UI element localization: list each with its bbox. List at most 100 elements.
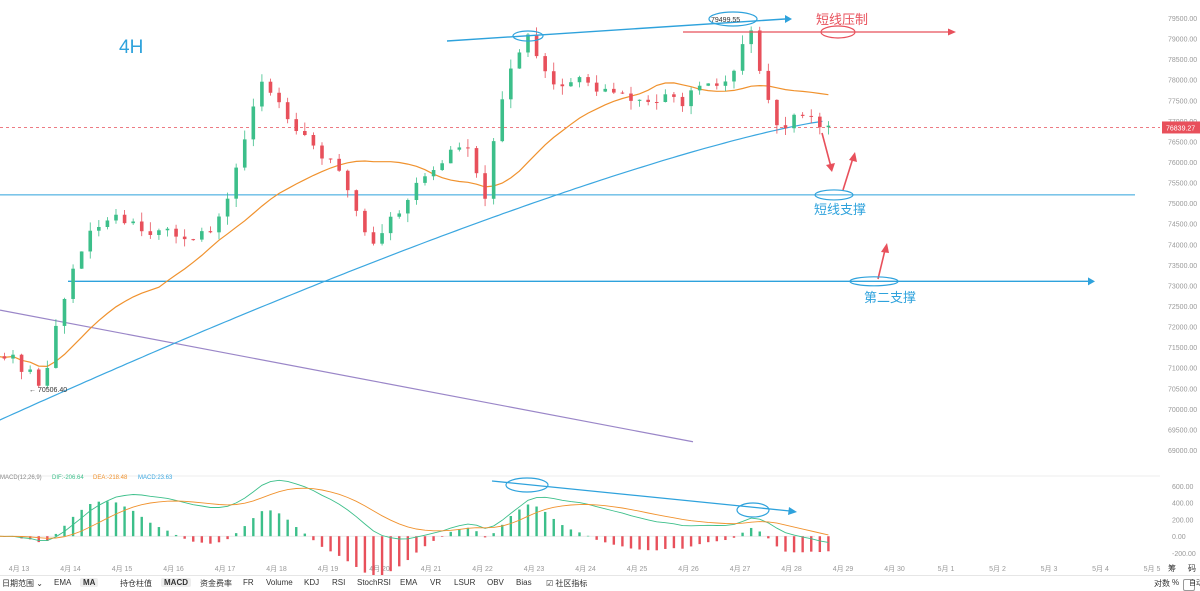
macd-y-tick-label: -200.00 bbox=[1172, 551, 1196, 558]
toolbar-item-ma[interactable]: MA bbox=[80, 578, 99, 587]
macd-hist-bar bbox=[749, 527, 753, 537]
macd-hist-bar bbox=[758, 531, 761, 537]
auto-scale-label[interactable]: 自动 bbox=[1189, 580, 1200, 587]
y-tick-label: 76500.00 bbox=[1168, 139, 1197, 146]
candle-body bbox=[749, 30, 753, 45]
candle-body bbox=[526, 34, 530, 53]
macd-hist-bar bbox=[612, 536, 616, 545]
high-trend-line bbox=[446, 18, 786, 42]
high-circle-1 bbox=[512, 30, 544, 42]
macd-hist-bar bbox=[423, 536, 427, 547]
candle-body bbox=[320, 145, 324, 159]
candle-body bbox=[612, 88, 616, 93]
x-tick-label: 4月 14 bbox=[60, 565, 81, 573]
percent-scale-toggle[interactable]: % bbox=[1172, 578, 1180, 587]
candle-body bbox=[543, 56, 547, 72]
macd-hist-bar bbox=[561, 525, 564, 537]
candle-body bbox=[131, 221, 135, 224]
y-tick-label: 74500.00 bbox=[1168, 222, 1197, 229]
y-tick-label: 79000.00 bbox=[1168, 37, 1197, 44]
candle-body bbox=[260, 81, 264, 107]
candle-body bbox=[88, 230, 93, 252]
x-tick-label: 4月 15 bbox=[112, 565, 133, 573]
x-tick-label: 4月 26 bbox=[678, 565, 699, 573]
x-tick-label: 4月 27 bbox=[730, 565, 751, 573]
y-tick-label: 75000.00 bbox=[1168, 201, 1197, 208]
macd-hist-bar bbox=[260, 511, 264, 537]
toolbar-item-volume[interactable]: Volume bbox=[266, 578, 293, 587]
toolbar-item-lsur[interactable]: LSUR bbox=[454, 578, 476, 587]
x-tick-label: 4月 28 bbox=[781, 565, 802, 573]
macd-hist-bar bbox=[37, 536, 40, 543]
support1-circle bbox=[814, 189, 854, 201]
up-arrow-1-shaft bbox=[842, 157, 854, 191]
candle-body bbox=[569, 82, 573, 87]
macd-divergence-arrowhead bbox=[788, 507, 797, 515]
candle-body bbox=[363, 210, 367, 233]
log-scale-toggle[interactable]: 对数 bbox=[1154, 579, 1170, 588]
toolbar-item-vr[interactable]: VR bbox=[430, 578, 442, 587]
macd-hist-bar bbox=[372, 536, 375, 575]
macd-hist-bar bbox=[483, 536, 487, 538]
macd-hist-bar bbox=[518, 509, 521, 537]
candle-body bbox=[54, 325, 58, 368]
candle-body bbox=[826, 125, 831, 128]
macd-hist-bar bbox=[389, 536, 392, 572]
toolbar-item-rsi[interactable]: RSI bbox=[332, 578, 346, 587]
y-tick-label: 71000.00 bbox=[1168, 366, 1197, 373]
candle-body bbox=[818, 116, 822, 128]
candle-body bbox=[551, 71, 556, 85]
macd-hist-bar bbox=[303, 533, 307, 537]
toolbar-item-macd[interactable]: MACD bbox=[161, 578, 191, 587]
toolbar-item-fr[interactable]: FR bbox=[243, 578, 254, 587]
macd-hist-bar bbox=[312, 536, 315, 541]
toolbar-item-kdj[interactable]: KDJ bbox=[304, 578, 320, 587]
candle-body bbox=[466, 147, 470, 149]
date-range-selector[interactable]: 日期范围 ⌄ bbox=[2, 579, 43, 588]
macd-hist-bar bbox=[586, 535, 590, 537]
toolbar-item-ema-2[interactable]: EMA bbox=[400, 578, 418, 587]
last-price-tag bbox=[1162, 121, 1200, 134]
macd-hist-bar bbox=[552, 518, 555, 537]
macd-hist-bar bbox=[106, 501, 109, 537]
price-chart[interactable]: 79500.00 79000.00 78500.00 78000.00 77500.00… bbox=[0, 0, 1200, 575]
y-tick-label: 72500.00 bbox=[1168, 304, 1197, 311]
macd-hist-bar bbox=[157, 527, 161, 537]
macd-hist-bar bbox=[286, 519, 289, 537]
macd-hist-bar bbox=[140, 516, 143, 537]
macd-dif-label: DIF:-206.64 bbox=[52, 475, 84, 481]
candle-body bbox=[474, 148, 479, 174]
resistance-circle bbox=[820, 25, 856, 39]
toolbar-item-bias[interactable]: Bias bbox=[516, 578, 532, 587]
x-tick-label: 4月 18 bbox=[266, 565, 287, 573]
macd-hist-bar bbox=[174, 534, 178, 537]
y-tick-label: 72000.00 bbox=[1168, 325, 1197, 332]
y-tick-label: 76000.00 bbox=[1168, 160, 1197, 167]
macd-value-label: MACD:23.63 bbox=[138, 475, 173, 481]
toolbar-item-obv[interactable]: OBV bbox=[487, 578, 504, 587]
macd-hist-bar bbox=[89, 504, 92, 537]
candle-body bbox=[577, 77, 582, 83]
candle-body bbox=[337, 158, 341, 171]
candle-body bbox=[174, 228, 178, 237]
toolbar-item-open-interest[interactable]: 持仓柱值 bbox=[120, 579, 152, 588]
toolbar-item-community[interactable]: ☑ 社区指标 bbox=[546, 579, 588, 588]
macd-hist-bar bbox=[681, 536, 684, 549]
macd-hist-bar bbox=[123, 506, 126, 537]
macd-hist-bar bbox=[655, 536, 658, 551]
toolbar-item-stochrsi[interactable]: StochRSI bbox=[357, 578, 391, 587]
candle-body bbox=[217, 216, 221, 233]
candle-body bbox=[234, 167, 238, 199]
y-tick-label: 74000.00 bbox=[1168, 242, 1197, 249]
candle-body bbox=[311, 134, 316, 146]
toolbar-item-funding-rate[interactable]: 资金费率 bbox=[200, 579, 232, 588]
resistance-arrowhead bbox=[948, 28, 956, 36]
macd-hist-bar bbox=[578, 532, 581, 537]
macd-hist-bar bbox=[732, 536, 736, 538]
candle-body bbox=[71, 268, 75, 299]
macd-hist-bar bbox=[509, 516, 513, 537]
candle-body bbox=[792, 114, 796, 129]
candle-body bbox=[723, 81, 728, 86]
toolbar-item-ema[interactable]: EMA bbox=[54, 578, 72, 587]
macd-hist-bar bbox=[475, 531, 478, 537]
